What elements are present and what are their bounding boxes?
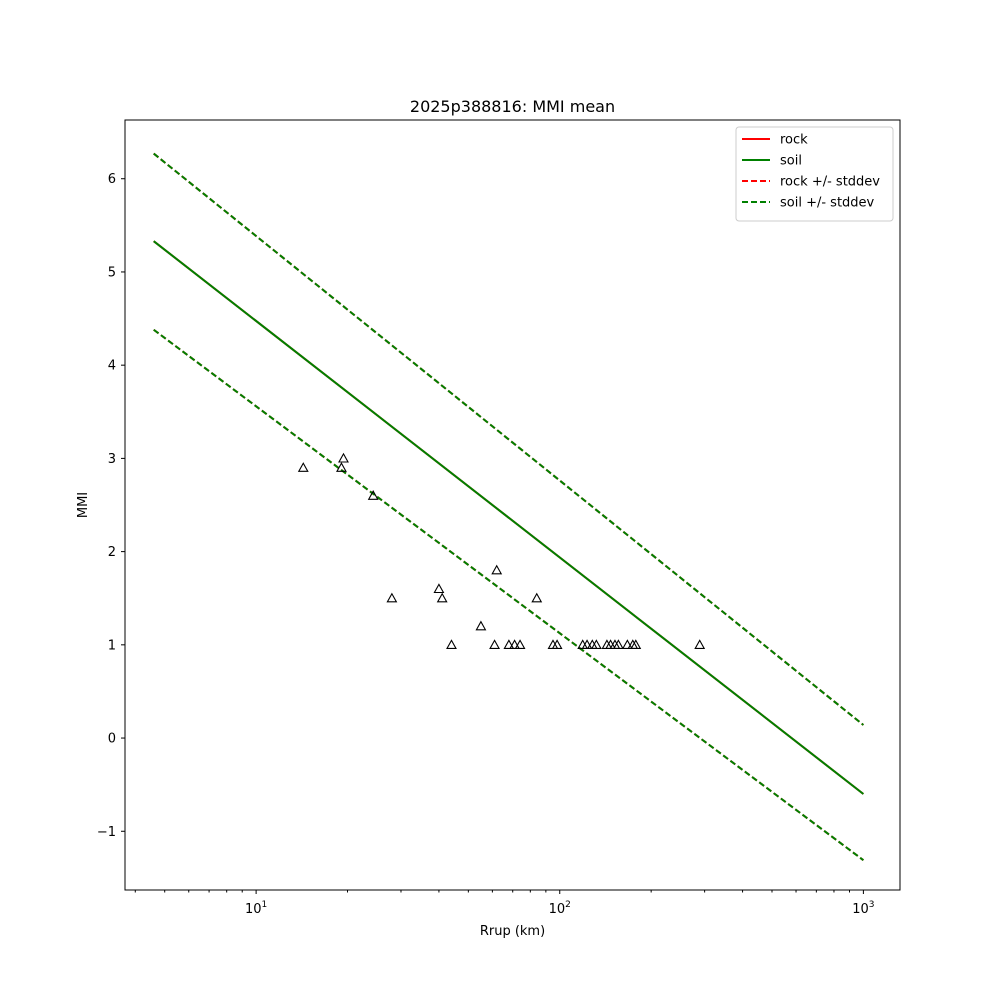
y-tick-label: −1: [97, 825, 116, 840]
data-point: [386, 592, 398, 603]
chart-title: 2025p388816: MMI mean: [410, 97, 615, 116]
series-line-soil-stddev-lower: [153, 328, 864, 861]
data-point: [367, 490, 379, 500]
y-tick-label: 3: [108, 452, 116, 467]
legend: rock soil rock +/- stddev soil +/- stddev: [735, 126, 894, 222]
data-point: [491, 564, 503, 575]
data-point: [475, 620, 487, 631]
data-point: [433, 583, 445, 594]
y-tick-label: 0: [108, 732, 116, 747]
data-point: [446, 639, 457, 649]
x-tick-label: 103: [852, 900, 874, 917]
data-point: [509, 639, 521, 649]
data-point: [694, 639, 706, 649]
data-point: [336, 462, 347, 472]
legend-box: [735, 126, 894, 222]
data-point: [621, 639, 633, 649]
data-point: [581, 639, 593, 649]
data-point: [489, 639, 501, 649]
legend-entry: soil: [780, 154, 802, 169]
x-axis-label: Rrup (km): [480, 924, 545, 939]
y-tick-label: 6: [108, 172, 116, 187]
legend-entry: rock +/- stddev: [780, 175, 880, 190]
series-line-soil-stddev: [153, 152, 865, 726]
y-tick-label: 1: [108, 638, 116, 653]
data-point: [551, 639, 563, 649]
data-point: [436, 592, 448, 603]
data-point: [297, 462, 309, 472]
data-point: [531, 592, 543, 603]
data-point: [612, 639, 624, 649]
x-tick-label: 102: [549, 900, 571, 917]
y-tick-label: 5: [108, 265, 116, 280]
data-point: [338, 452, 349, 463]
legend-entry: rock: [780, 133, 808, 148]
series-line-soil: [153, 240, 865, 795]
y-axis: −1 0 1 2 3 4 5 6: [97, 172, 125, 840]
data-point: [590, 639, 602, 649]
data-point: [630, 639, 642, 649]
legend-entry: soil +/- stddev: [780, 196, 875, 211]
x-tick-label: 101: [245, 900, 267, 917]
plot-area: [153, 152, 865, 861]
y-tick-label: 4: [108, 359, 116, 374]
x-axis: 101 102 103: [134, 890, 875, 917]
data-point: [503, 639, 515, 649]
y-tick-label: 2: [108, 545, 116, 560]
data-point: [514, 639, 526, 649]
y-axis-label: MMI: [76, 492, 91, 518]
